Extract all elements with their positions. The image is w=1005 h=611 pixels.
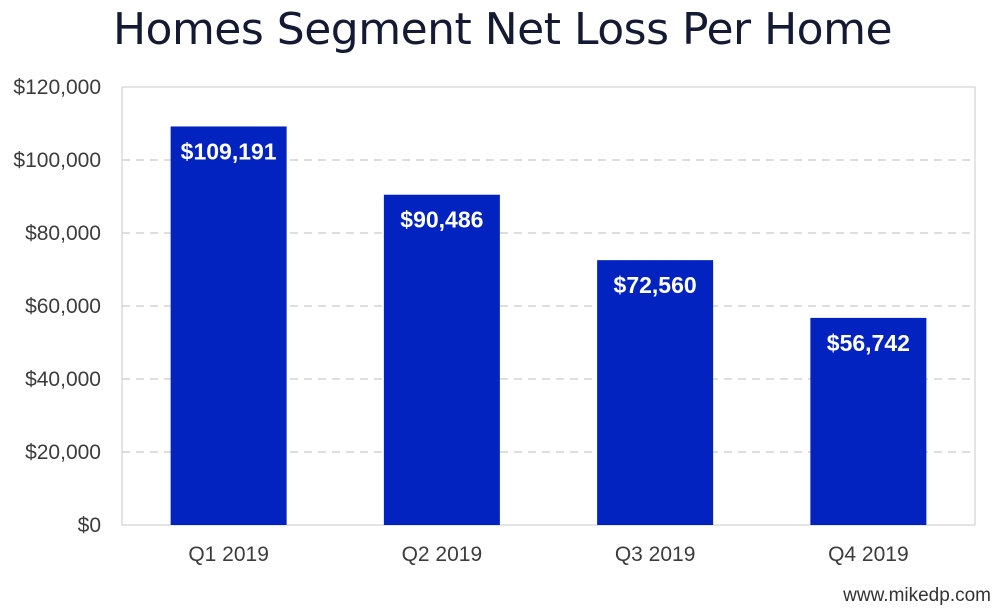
y-tick-label: $120,000 [13, 76, 101, 99]
y-tick-label: $40,000 [25, 368, 101, 391]
bar-data-label: $90,486 [400, 207, 483, 233]
bar [383, 194, 500, 525]
y-axis-tick-labels: $0 $20,000 $40,000 $60,000 $80,000 $100,000 $1… [13, 76, 101, 537]
bar [597, 260, 714, 525]
bar-data-label: $56,742 [827, 330, 910, 356]
watermark: www.mikedp.com [843, 585, 991, 606]
x-tick-label: Q4 2019 [828, 543, 909, 566]
bar-data-labels: $109,191 $90,486 $72,560 $56,742 [181, 138, 910, 355]
y-tick-label: $20,000 [25, 441, 101, 464]
y-tick-label: $0 [78, 514, 101, 537]
bar-data-label: $72,560 [614, 272, 697, 298]
y-tick-label: $60,000 [25, 295, 101, 318]
x-tick-label: Q2 2019 [402, 543, 483, 566]
x-tick-label: Q1 2019 [188, 543, 269, 566]
y-tick-label: $80,000 [25, 222, 101, 245]
bar [170, 126, 287, 525]
bar [810, 317, 927, 525]
x-axis-tick-labels: Q1 2019 Q2 2019 Q3 2019 Q4 2019 [188, 543, 908, 566]
chart-title: Homes Segment Net Loss Per Home [112, 4, 893, 55]
bars [170, 126, 927, 525]
y-tick-label: $100,000 [13, 149, 101, 172]
bar-data-label: $109,191 [181, 138, 277, 164]
x-tick-label: Q3 2019 [615, 543, 696, 566]
